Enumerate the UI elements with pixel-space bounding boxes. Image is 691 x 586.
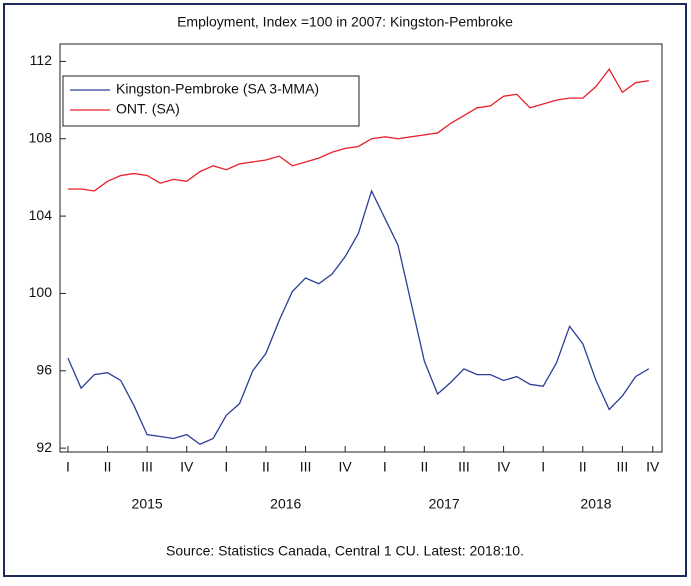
series-line: [67, 67, 649, 192]
year-label: 2016: [270, 496, 301, 512]
x-tick-label: IV: [180, 459, 194, 475]
year-label: 2017: [429, 496, 460, 512]
x-tick-label: II: [579, 459, 587, 475]
x-tick-label: III: [617, 459, 629, 475]
y-tick-label: 92: [36, 439, 52, 455]
x-tick-label: I: [66, 459, 70, 475]
y-tick-label: 112: [30, 52, 53, 68]
legend-label: Kingston-Pembroke (SA 3-MMA): [116, 81, 319, 97]
x-tick-label: I: [383, 459, 387, 475]
x-tick-label: IV: [339, 459, 353, 475]
plot-frame: [59, 43, 663, 453]
legend-box: [62, 75, 360, 127]
y-tick-label: 100: [29, 284, 53, 300]
x-tick-label: IV: [646, 459, 660, 475]
x-tick-label: III: [458, 459, 470, 475]
source-note: Source: Statistics Canada, Central 1 CU.…: [166, 543, 524, 559]
year-label: 2015: [132, 496, 163, 512]
x-tick-label: III: [300, 459, 312, 475]
y-tick-label: 96: [36, 361, 52, 377]
y-tick-label: 104: [29, 207, 53, 223]
x-tick-label: I: [541, 459, 545, 475]
x-tick-label: II: [104, 459, 112, 475]
series-line: [67, 189, 650, 446]
chart-title: Employment, Index =100 in 2007: Kingston…: [177, 14, 513, 30]
x-tick-label: I: [224, 459, 228, 475]
x-tick-label: IV: [497, 459, 511, 475]
x-tick-label: III: [141, 459, 153, 475]
year-label: 2018: [580, 496, 611, 512]
legend-label: ONT. (SA): [116, 101, 180, 117]
y-tick-label: 108: [29, 129, 53, 145]
x-tick-label: II: [262, 459, 270, 475]
x-tick-label: II: [420, 459, 428, 475]
